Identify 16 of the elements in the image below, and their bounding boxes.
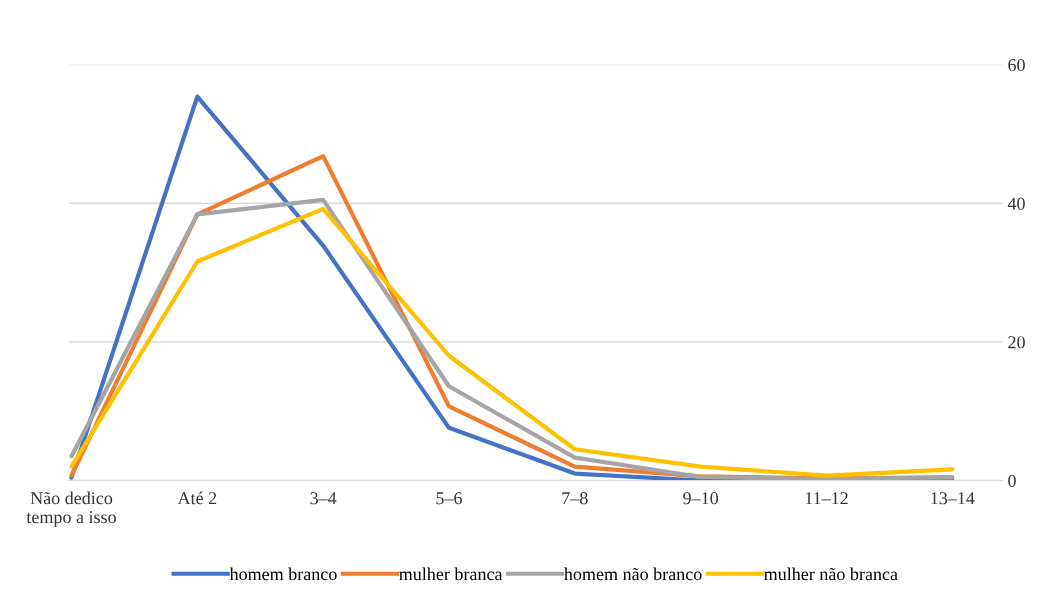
y-tick-label: 20 [1008,336,1025,349]
legend-label: homem branco [229,567,337,581]
y-tick-label: 60 [1008,58,1025,72]
legend-label: homem não branco [564,567,702,581]
x-tick-label: 11–12 [805,492,848,505]
x-tick-label: 9–10 [683,492,719,505]
y-tick-label: 40 [1007,197,1025,210]
x-tick-label: Até 2 [177,491,217,505]
x-tick-label: 7–8 [562,492,588,505]
y-tick-label: 0 [1008,474,1016,487]
x-tick-label: 13–14 [931,492,975,505]
legend-label: mulher branca [399,567,503,581]
x-tick-label: 3–4 [310,492,337,505]
legend-label: mulher não branca [764,567,898,581]
x-tick-label: Não dedico tempo a isso [26,491,116,527]
x-tick-label: 5–6 [436,492,462,505]
